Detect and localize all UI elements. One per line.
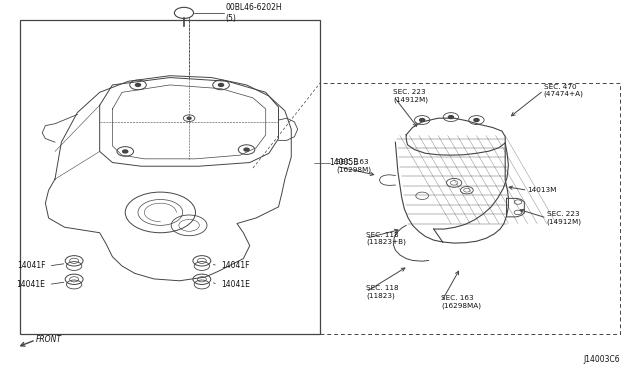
Text: FRONT: FRONT (36, 336, 62, 344)
Circle shape (136, 83, 141, 86)
Circle shape (218, 83, 223, 86)
Text: 14013M: 14013M (527, 187, 557, 193)
Circle shape (449, 116, 454, 119)
Bar (20, 20, 320, 334)
Text: SEC. 163
(16298M): SEC. 163 (16298M) (336, 160, 371, 173)
Text: SEC. 118
(11823): SEC. 118 (11823) (366, 285, 399, 299)
Text: SEC. 163
(16298MA): SEC. 163 (16298MA) (442, 295, 481, 309)
Text: SEC. 223
(14912M): SEC. 223 (14912M) (547, 211, 582, 225)
Circle shape (244, 148, 249, 151)
Text: 14005E: 14005E (330, 158, 358, 167)
Text: 00BL46-6202H
(5): 00BL46-6202H (5) (225, 3, 282, 23)
Text: 14041E: 14041E (221, 280, 250, 289)
Text: 14041F: 14041F (17, 262, 45, 270)
Text: 14041F: 14041F (221, 262, 250, 270)
Text: SEC. 118
(11823+B): SEC. 118 (11823+B) (366, 231, 406, 245)
Circle shape (474, 119, 479, 122)
Circle shape (420, 119, 425, 122)
Circle shape (187, 117, 191, 119)
Text: SEC. 223
(14912M): SEC. 223 (14912M) (394, 89, 428, 103)
Text: SEC. 470
(47474+A): SEC. 470 (47474+A) (543, 84, 584, 97)
Text: 14041E: 14041E (17, 280, 45, 289)
Text: J14003C6: J14003C6 (584, 355, 620, 364)
Circle shape (123, 150, 128, 153)
Bar (320, 83, 620, 334)
